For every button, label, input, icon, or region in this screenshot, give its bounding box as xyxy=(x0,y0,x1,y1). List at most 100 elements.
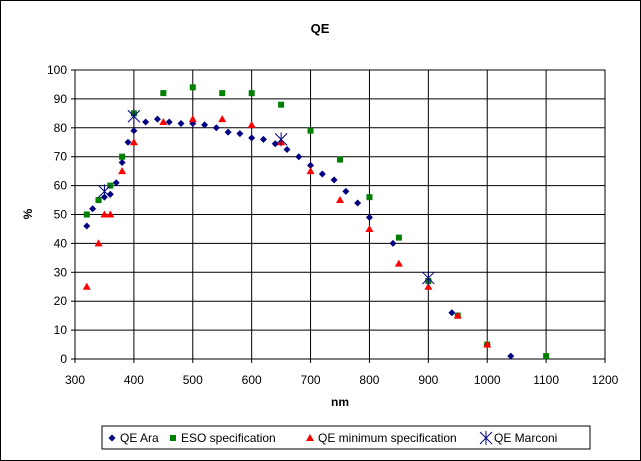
data-point xyxy=(283,145,291,153)
plot-border xyxy=(74,69,606,360)
data-point xyxy=(247,120,256,128)
y-tick-label: 90 xyxy=(54,92,68,106)
x-tick-label: 600 xyxy=(242,373,262,387)
data-point xyxy=(336,196,344,204)
legend-label: QE Ara xyxy=(120,431,159,445)
data-point xyxy=(165,118,173,126)
data-point xyxy=(124,138,132,146)
data-point xyxy=(307,161,315,169)
data-point xyxy=(224,128,232,136)
data-point xyxy=(318,170,326,178)
data-point xyxy=(483,340,492,348)
data-point xyxy=(366,194,373,201)
data-point xyxy=(259,135,267,143)
legend xyxy=(101,425,591,450)
data-point xyxy=(218,115,227,123)
data-point xyxy=(274,132,288,147)
data-point xyxy=(453,311,462,319)
data-point xyxy=(365,213,373,221)
data-point xyxy=(337,156,343,163)
data-points xyxy=(82,84,550,360)
data-point xyxy=(188,115,197,123)
x-tick-label: 1100 xyxy=(533,373,559,387)
legend-label: ESO specification xyxy=(181,431,276,445)
legend-marker xyxy=(108,434,116,442)
x-tick-label: 300 xyxy=(65,373,85,387)
legend-marker xyxy=(306,434,314,441)
data-point xyxy=(119,153,126,160)
legend-label: QE minimum specification xyxy=(318,431,457,445)
data-point xyxy=(142,118,150,126)
data-point xyxy=(236,130,244,138)
data-point xyxy=(424,282,433,290)
y-tick-label: 80 xyxy=(54,121,68,135)
data-point xyxy=(83,222,91,230)
x-tick-label: 1200 xyxy=(592,373,619,387)
data-point xyxy=(201,121,209,129)
data-point xyxy=(118,158,126,166)
x-tick-label: 1000 xyxy=(474,373,501,387)
legend-label: QE Marconi xyxy=(494,431,557,445)
legend-marker xyxy=(479,431,493,445)
data-point xyxy=(278,101,285,108)
data-point xyxy=(271,140,279,148)
y-tick-label: 20 xyxy=(54,294,68,308)
data-point xyxy=(83,211,90,218)
series-asterisk xyxy=(98,109,435,286)
data-point xyxy=(130,127,138,135)
data-point xyxy=(112,179,120,187)
data-point xyxy=(189,84,196,91)
y-tick-label: 0 xyxy=(60,352,67,366)
legend-entries: QE Ara ESO specification QE minimum specif… xyxy=(108,431,557,445)
data-point xyxy=(219,90,226,97)
y-tick-label: 100 xyxy=(47,63,67,77)
x-axis-title: nm xyxy=(331,395,349,409)
data-point xyxy=(448,309,456,317)
legend-marker xyxy=(170,435,176,441)
data-point xyxy=(248,134,256,142)
data-point xyxy=(507,352,515,360)
data-point xyxy=(307,127,314,134)
series-triangle xyxy=(82,115,492,348)
data-point xyxy=(365,224,374,232)
x-tick-label: 700 xyxy=(301,373,321,387)
x-tick-labels: 300 400 500 600 700 800 900 1000 1100 1200 xyxy=(65,373,619,387)
data-point xyxy=(153,115,161,123)
y-tick-label: 30 xyxy=(54,265,68,279)
data-point xyxy=(395,234,402,241)
data-point xyxy=(159,118,168,126)
chart-title: QE xyxy=(311,21,330,36)
data-point xyxy=(127,109,141,124)
data-point xyxy=(212,124,220,132)
x-tick-label: 500 xyxy=(183,373,203,387)
y-tick-label: 70 xyxy=(54,150,68,164)
x-tick-label: 400 xyxy=(124,373,144,387)
data-point xyxy=(82,282,91,290)
data-point xyxy=(248,90,255,97)
data-point xyxy=(543,353,550,360)
data-point xyxy=(306,167,315,175)
data-point xyxy=(389,239,397,247)
y-tick-label: 40 xyxy=(54,236,68,250)
data-point xyxy=(342,187,350,195)
data-point xyxy=(94,239,103,247)
data-point xyxy=(177,119,185,127)
data-point xyxy=(160,90,167,97)
axes xyxy=(71,69,606,363)
data-point xyxy=(295,153,303,161)
data-point xyxy=(100,210,109,218)
data-point xyxy=(106,210,115,218)
data-point xyxy=(330,176,338,184)
y-tick-label: 60 xyxy=(54,179,68,193)
data-point xyxy=(118,167,127,175)
data-point xyxy=(421,271,435,286)
y-tick-label: 10 xyxy=(54,323,68,337)
x-tick-label: 900 xyxy=(418,373,438,387)
x-tick-label: 800 xyxy=(359,373,379,387)
data-point xyxy=(95,197,102,204)
y-axis-title: % xyxy=(21,208,35,219)
data-point xyxy=(89,205,97,213)
data-point xyxy=(98,184,111,199)
data-point xyxy=(129,138,138,146)
